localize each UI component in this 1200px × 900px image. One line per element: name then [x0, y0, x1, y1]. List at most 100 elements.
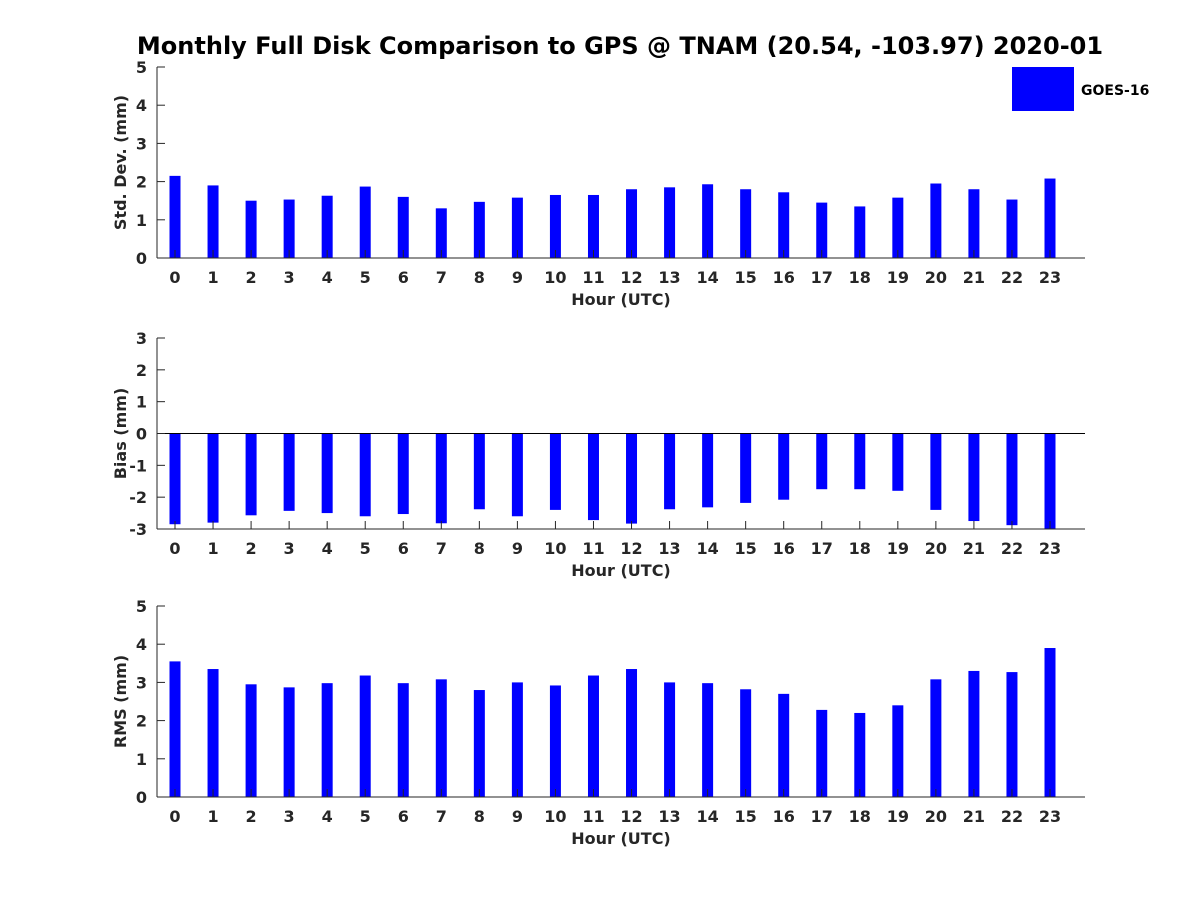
y-tick-label: 5: [136, 597, 147, 616]
bar-p2-h8: [473, 690, 485, 797]
x-axis-label: Hour (UTC): [571, 829, 671, 848]
bar-p1-h0: [169, 433, 181, 525]
x-tick-label: 8: [474, 539, 485, 558]
x-tick-label: 22: [1001, 539, 1023, 558]
x-tick-label: 10: [544, 539, 566, 558]
bar-p0-h7: [435, 208, 447, 258]
bar-p1-h7: [435, 433, 447, 524]
bar-p1-h9: [511, 433, 523, 517]
x-tick-label: 12: [620, 807, 642, 826]
bar-p1-h2: [245, 433, 257, 516]
x-tick-label: 2: [246, 539, 257, 558]
x-tick-label: 4: [322, 268, 333, 287]
bar-p1-h16: [778, 433, 790, 500]
y-tick-label: 1: [136, 211, 147, 230]
x-tick-label: 11: [582, 268, 604, 287]
x-tick-label: 5: [360, 539, 371, 558]
bar-p2-h13: [664, 682, 676, 797]
bar-p0-h23: [1044, 178, 1056, 258]
x-tick-label: 5: [360, 807, 371, 826]
y-tick-label: 2: [136, 173, 147, 192]
x-tick-label: 9: [512, 539, 523, 558]
bar-p1-h3: [283, 433, 295, 511]
y-tick-label: 1: [136, 750, 147, 769]
bar-p0-h21: [968, 189, 980, 258]
x-tick-label: 0: [169, 539, 180, 558]
x-tick-label: 2: [246, 268, 257, 287]
bar-p2-h3: [283, 687, 295, 797]
bar-p1-h4: [321, 433, 333, 514]
x-tick-label: 1: [207, 807, 218, 826]
x-tick-label: 7: [436, 539, 447, 558]
x-tick-label: 3: [284, 268, 295, 287]
x-tick-label: 11: [582, 807, 604, 826]
x-tick-label: 15: [735, 807, 757, 826]
bar-p2-h20: [930, 679, 942, 797]
bar-p2-h1: [207, 669, 219, 797]
x-tick-label: 13: [658, 539, 680, 558]
x-tick-label: 19: [887, 807, 909, 826]
bar-p1-h6: [397, 433, 409, 515]
x-tick-label: 12: [620, 539, 642, 558]
y-tick-label: 3: [136, 673, 147, 692]
bar-p2-h19: [892, 705, 904, 797]
x-tick-label: 6: [398, 807, 409, 826]
x-tick-label: 0: [169, 807, 180, 826]
x-tick-label: 19: [887, 539, 909, 558]
x-tick-label: 22: [1001, 268, 1023, 287]
bar-p1-h13: [664, 433, 676, 510]
bar-p0-h12: [626, 189, 638, 258]
bar-p0-h14: [702, 184, 714, 258]
legend-swatch-goes16: [1012, 67, 1074, 111]
bar-p1-h20: [930, 433, 942, 510]
x-tick-label: 17: [811, 807, 833, 826]
bar-p2-h21: [968, 670, 980, 797]
x-tick-label: 2: [246, 807, 257, 826]
x-tick-label: 8: [474, 268, 485, 287]
x-tick-label: 18: [849, 807, 871, 826]
x-tick-label: 4: [322, 539, 333, 558]
x-tick-label: 23: [1039, 807, 1061, 826]
x-tick-label: 6: [398, 268, 409, 287]
x-tick-label: 10: [544, 807, 566, 826]
bar-p0-h3: [283, 199, 295, 258]
x-tick-label: 13: [658, 807, 680, 826]
x-tick-label: 18: [849, 268, 871, 287]
x-tick-label: 14: [696, 539, 718, 558]
x-tick-label: 0: [169, 268, 180, 287]
x-tick-label: 14: [696, 268, 718, 287]
x-axis-label: Hour (UTC): [571, 561, 671, 580]
x-tick-label: 9: [512, 807, 523, 826]
bar-p1-h21: [968, 433, 980, 522]
x-tick-label: 1: [207, 539, 218, 558]
bar-p2-h18: [854, 712, 866, 797]
y-tick-label: 2: [136, 712, 147, 731]
bar-p1-h17: [816, 433, 828, 490]
x-tick-label: 6: [398, 539, 409, 558]
bar-p2-h23: [1044, 648, 1056, 797]
x-tick-label: 12: [620, 268, 642, 287]
bar-p1-h18: [854, 433, 866, 490]
x-tick-label: 16: [773, 807, 795, 826]
bar-p1-h23: [1044, 433, 1056, 529]
x-tick-label: 20: [925, 268, 947, 287]
legend-label-goes16: GOES-16: [1081, 83, 1149, 99]
bar-p1-h1: [207, 433, 219, 523]
bar-p2-h12: [626, 669, 638, 797]
bar-p2-h11: [587, 675, 599, 797]
y-axis-label: RMS (mm): [111, 655, 130, 748]
x-tick-label: 5: [360, 268, 371, 287]
bar-p1-h11: [587, 433, 599, 521]
x-tick-label: 23: [1039, 539, 1061, 558]
bar-p0-h0: [169, 175, 181, 258]
bar-p2-h0: [169, 661, 181, 797]
x-tick-label: 10: [544, 268, 566, 287]
bar-p0-h9: [511, 197, 523, 258]
x-tick-label: 21: [963, 268, 985, 287]
bar-p0-h13: [664, 187, 676, 258]
y-tick-label: 3: [136, 134, 147, 153]
bar-p2-h5: [359, 675, 371, 797]
y-tick-label: -2: [129, 488, 147, 507]
